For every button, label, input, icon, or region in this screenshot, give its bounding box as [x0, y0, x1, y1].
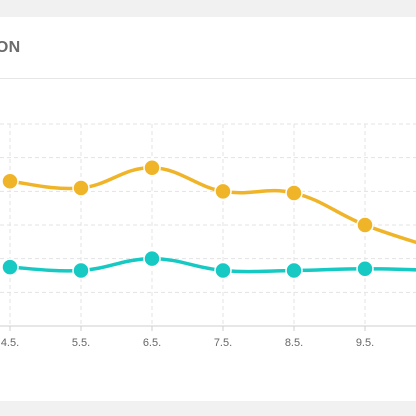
series-line-1 [8, 166, 416, 245]
card-title: KON [0, 39, 21, 56]
data-point[interactable] [356, 260, 374, 278]
data-point[interactable] [143, 249, 161, 268]
data-point[interactable] [1, 258, 19, 276]
data-point[interactable] [143, 159, 161, 177]
data-point[interactable] [356, 216, 374, 234]
data-point[interactable] [72, 261, 90, 280]
x-tick-label: 4.5. [1, 337, 19, 349]
data-point[interactable] [214, 261, 232, 280]
data-point[interactable] [285, 261, 303, 280]
card-header: KON [0, 17, 416, 79]
series-points [1, 159, 374, 280]
x-tick-label: 9.5. [356, 337, 374, 349]
data-point[interactable] [1, 172, 19, 190]
x-tick-label: 6.5. [143, 337, 161, 349]
x-tick-label: 5.5. [72, 337, 90, 349]
x-tick-label: 8.5. [285, 337, 303, 349]
data-point[interactable] [214, 182, 232, 201]
data-point[interactable] [72, 179, 90, 197]
chart-card: KON [0, 17, 416, 401]
series-lines [8, 166, 416, 274]
x-tick-label: 7.5. [214, 337, 232, 349]
grid-lines [0, 123, 416, 326]
data-point[interactable] [285, 184, 303, 202]
x-axis: 4.5.5.5.6.5.7.5.8.5.9.5.10.5. [0, 325, 416, 349]
series-line-2 [8, 256, 416, 274]
